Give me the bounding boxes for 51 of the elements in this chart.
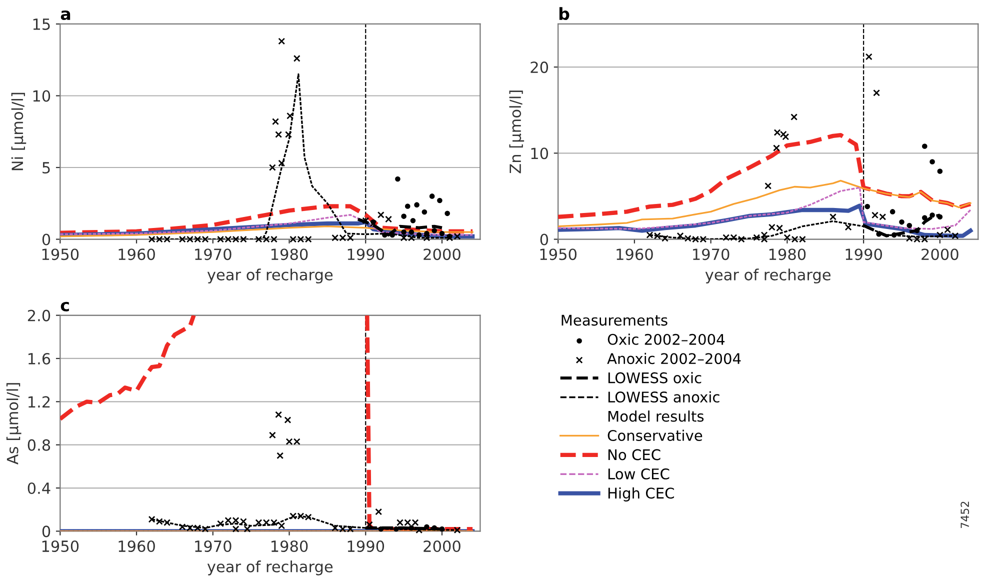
x-tick-label: 1960 — [118, 248, 155, 260]
y-axis-title: Ni [µmol/l] — [11, 92, 26, 170]
legend-title: Measurements — [562, 314, 668, 326]
y-tick-label: 5 — [42, 162, 50, 174]
x-tick-label: 1960 — [616, 248, 653, 260]
x-tick-label: 1980 — [271, 540, 308, 552]
legend-label: No CEC — [608, 449, 660, 460]
legend-label: Oxic 2002–2004 — [608, 334, 725, 345]
chart-title: c — [60, 302, 69, 312]
x-tick-label: 1970 — [195, 540, 232, 552]
x-tick-label: 2000 — [424, 540, 460, 552]
y-axis-title: Zn [µmol/l] — [509, 90, 524, 174]
chart-title: b — [559, 7, 570, 20]
x-tick-label: 1950 — [540, 248, 576, 260]
y-tick-label: 1.6 — [28, 352, 50, 365]
y-tick-label: 0.4 — [28, 482, 50, 494]
legend-label: LOWESS anoxic — [608, 391, 720, 403]
y-tick-label: 20 — [530, 62, 548, 74]
x-tick-label: 1950 — [42, 248, 79, 260]
x-tick-label: 1990 — [348, 248, 384, 260]
legend-label: High CEC — [608, 487, 674, 502]
y-tick-label: 2.0 — [28, 310, 50, 322]
y-axis-title: As [µmol/l] — [6, 383, 22, 465]
x-tick-label: 1970 — [195, 248, 232, 260]
y-tick-label: 0 — [42, 234, 50, 246]
legend-label: Low CEC — [608, 468, 670, 480]
x-axis-title: year of recharge — [207, 268, 333, 284]
x-axis-title: year of recharge — [705, 268, 830, 284]
y-tick-label: 0.8 — [28, 439, 50, 451]
x-tick-label: 1990 — [846, 248, 882, 260]
y-tick-label: 10 — [33, 90, 50, 102]
chart-title: a — [60, 10, 70, 20]
x-tick-label: 2000 — [922, 248, 958, 260]
y-tick-label: 10 — [531, 148, 548, 160]
y-tick-label: 1.2 — [28, 396, 50, 408]
y-tick-label: 15 — [33, 18, 50, 30]
legend-label: LOWESS oxic — [608, 372, 702, 384]
x-tick-label: 2000 — [424, 248, 460, 260]
legend-label: Conservative — [608, 430, 702, 441]
x-tick-label: 1980 — [271, 248, 308, 260]
x-tick-label: 1990 — [348, 540, 384, 552]
y-tick-label: 0 — [540, 234, 548, 246]
x-tick-label: 1950 — [42, 540, 79, 552]
x-axis-title: year of recharge — [207, 560, 333, 576]
x-tick-label: 1980 — [769, 248, 806, 260]
x-tick-label: 1960 — [118, 540, 155, 552]
legend-label: Anoxic 2002–2004 — [607, 352, 741, 364]
x-tick-label: 1970 — [693, 248, 730, 260]
text: Model results — [608, 410, 704, 422]
y-tick-label: 0 — [42, 526, 50, 538]
text: 7452 — [960, 502, 970, 528]
